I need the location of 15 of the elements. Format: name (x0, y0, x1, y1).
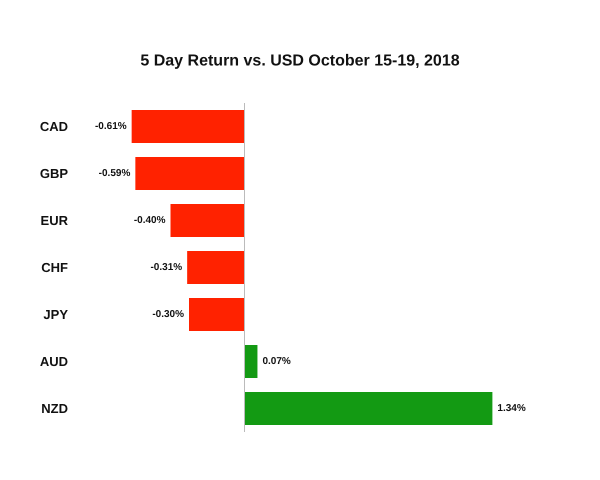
y-tick-label: CHF (41, 260, 68, 275)
y-tick-label: NZD (41, 401, 68, 416)
y-tick-label: GBP (40, 166, 68, 181)
y-tick-label: CAD (40, 119, 68, 134)
data-label: -0.59% (98, 168, 130, 179)
data-label: 1.34% (497, 403, 526, 414)
data-label: 0.07% (262, 356, 291, 367)
data-label: -0.30% (152, 309, 184, 320)
y-tick-label: EUR (40, 213, 69, 228)
y-tick-label: AUD (40, 354, 68, 369)
data-label: -0.40% (134, 215, 166, 226)
y-tick-label: JPY (43, 307, 68, 322)
data-label: -0.31% (150, 262, 182, 273)
data-label: -0.61% (94, 121, 127, 132)
chart-title: 5 Day Return vs. USD October 15-19, 2018 (140, 52, 460, 70)
